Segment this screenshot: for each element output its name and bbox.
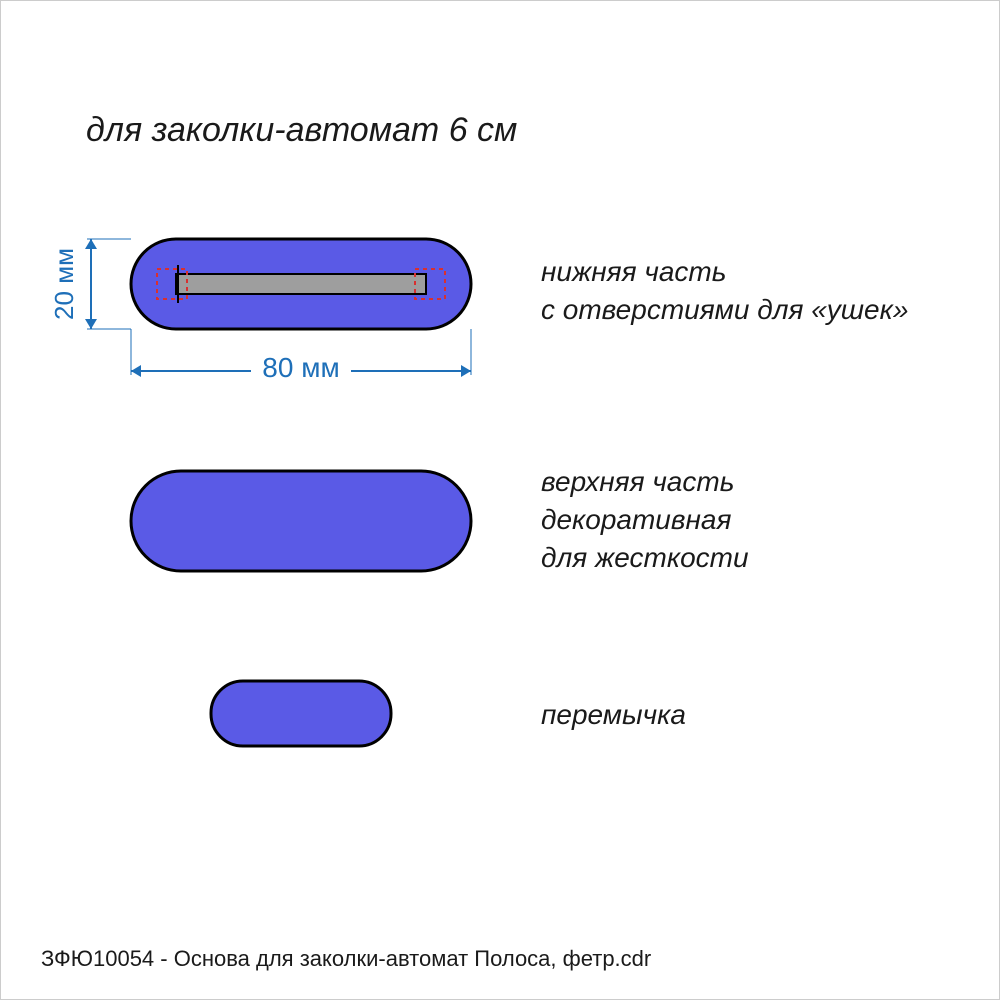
label-top-part: верхняя частьдекоративнаядля жесткости (541, 463, 749, 576)
label-bottom-part: нижняя частьс отверстиями для «ушек» (541, 253, 908, 329)
diagram-canvas: для заколки-автомат 6 см 20 мм80 мм нижн… (0, 0, 1000, 1000)
diagram-svg: 20 мм 80 мм (1, 1, 1000, 1001)
label-bridge-part: перемычка (541, 696, 686, 734)
svg-text:20 мм: 20 мм (49, 248, 79, 320)
footer-filename: ЗФЮ10054 - Основа для заколки-автомат По… (41, 946, 651, 972)
svg-text:80 мм: 80 мм (262, 352, 339, 383)
